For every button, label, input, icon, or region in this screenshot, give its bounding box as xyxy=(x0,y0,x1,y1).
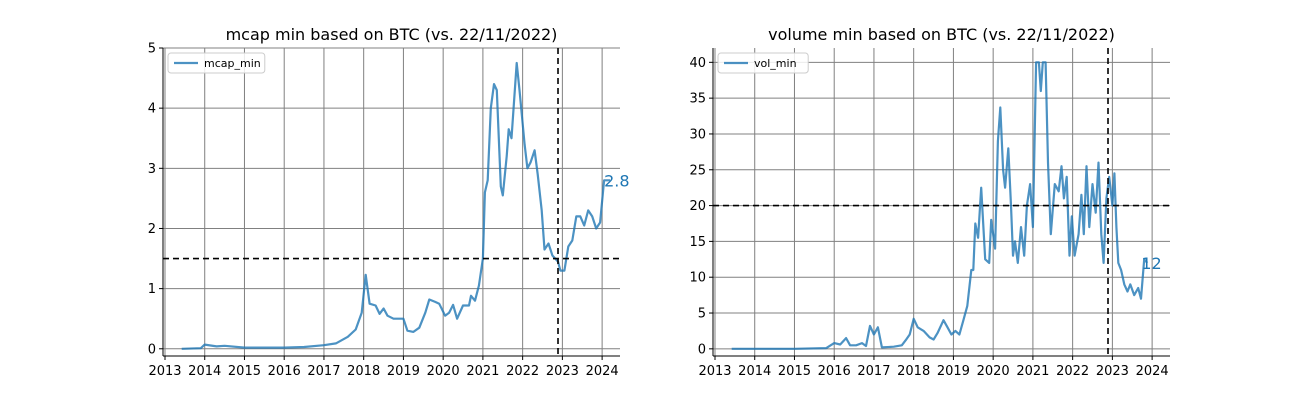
y-tick-label: 4 xyxy=(148,102,156,117)
x-tick-label: 2020 xyxy=(977,364,1010,379)
y-tick-label: 35 xyxy=(689,92,706,107)
y-tick-label: 10 xyxy=(689,271,706,286)
end-value-label: 2.8 xyxy=(604,171,629,190)
y-tick-label: 1 xyxy=(148,282,156,297)
legend-box xyxy=(167,52,266,74)
y-tick-label: 5 xyxy=(148,42,156,57)
x-tick-label: 2018 xyxy=(897,364,930,379)
x-tick-label: 2021 xyxy=(466,364,499,379)
legend-label: mcap_min xyxy=(204,57,261,70)
x-tick-label: 2023 xyxy=(1096,364,1129,379)
x-tick-label: 2024 xyxy=(586,364,619,379)
y-tick-label: 40 xyxy=(689,56,706,71)
y-tick-label: 5 xyxy=(698,307,706,322)
y-tick-label: 15 xyxy=(689,235,706,250)
y-tick-label: 0 xyxy=(698,342,706,357)
x-tick-label: 2018 xyxy=(347,364,380,379)
x-tick-label: 2023 xyxy=(546,364,579,379)
y-tick-label: 0 xyxy=(148,342,156,357)
x-tick-label: 2016 xyxy=(268,364,301,379)
chart-volume-min: 2013 2014 2015 2016 2017 2018 2019 2020 2021 2022… xyxy=(689,25,1170,379)
legend: vol_min xyxy=(717,52,809,74)
x-tick-label: 2019 xyxy=(387,364,420,379)
x-tick-label: 2015 xyxy=(778,364,811,379)
y-tick-label: 3 xyxy=(148,162,156,177)
x-tick-label: 2020 xyxy=(427,364,460,379)
y-tick-label: 20 xyxy=(689,199,706,214)
legend-box xyxy=(717,52,809,74)
x-tick-label: 2022 xyxy=(506,364,539,379)
x-tick-label: 2014 xyxy=(188,364,221,379)
x-tick-label: 2015 xyxy=(228,364,261,379)
x-tick-label: 2016 xyxy=(818,364,851,379)
y-tick-label: 2 xyxy=(148,222,156,237)
chart-title: mcap min based on BTC (vs. 22/11/2022) xyxy=(226,25,558,44)
y-tick-label: 30 xyxy=(689,127,706,142)
legend-label: vol_min xyxy=(754,57,797,70)
chart-title: volume min based on BTC (vs. 22/11/2022) xyxy=(768,25,1115,44)
x-tick-label: 2019 xyxy=(937,364,970,379)
x-tick-label: 2013 xyxy=(698,364,731,379)
end-value-label: 12 xyxy=(1141,254,1161,273)
legend: mcap_min xyxy=(167,52,266,74)
x-tick-label: 2013 xyxy=(148,364,181,379)
x-tick-label: 2014 xyxy=(738,364,771,379)
x-tick-label: 2017 xyxy=(857,364,890,379)
chart-mcap-min: 2013 2014 2015 2016 2017 2018 2019 2020 2021 2022… xyxy=(148,25,630,379)
series-line-mcap-min xyxy=(181,61,611,350)
y-tick-label: 25 xyxy=(689,163,706,178)
x-tick-label: 2022 xyxy=(1056,364,1089,379)
x-tick-label: 2017 xyxy=(307,364,340,379)
x-tick-label: 2021 xyxy=(1016,364,1049,379)
x-tick-label: 2024 xyxy=(1136,364,1169,379)
series-line-vol-min xyxy=(731,61,1149,350)
